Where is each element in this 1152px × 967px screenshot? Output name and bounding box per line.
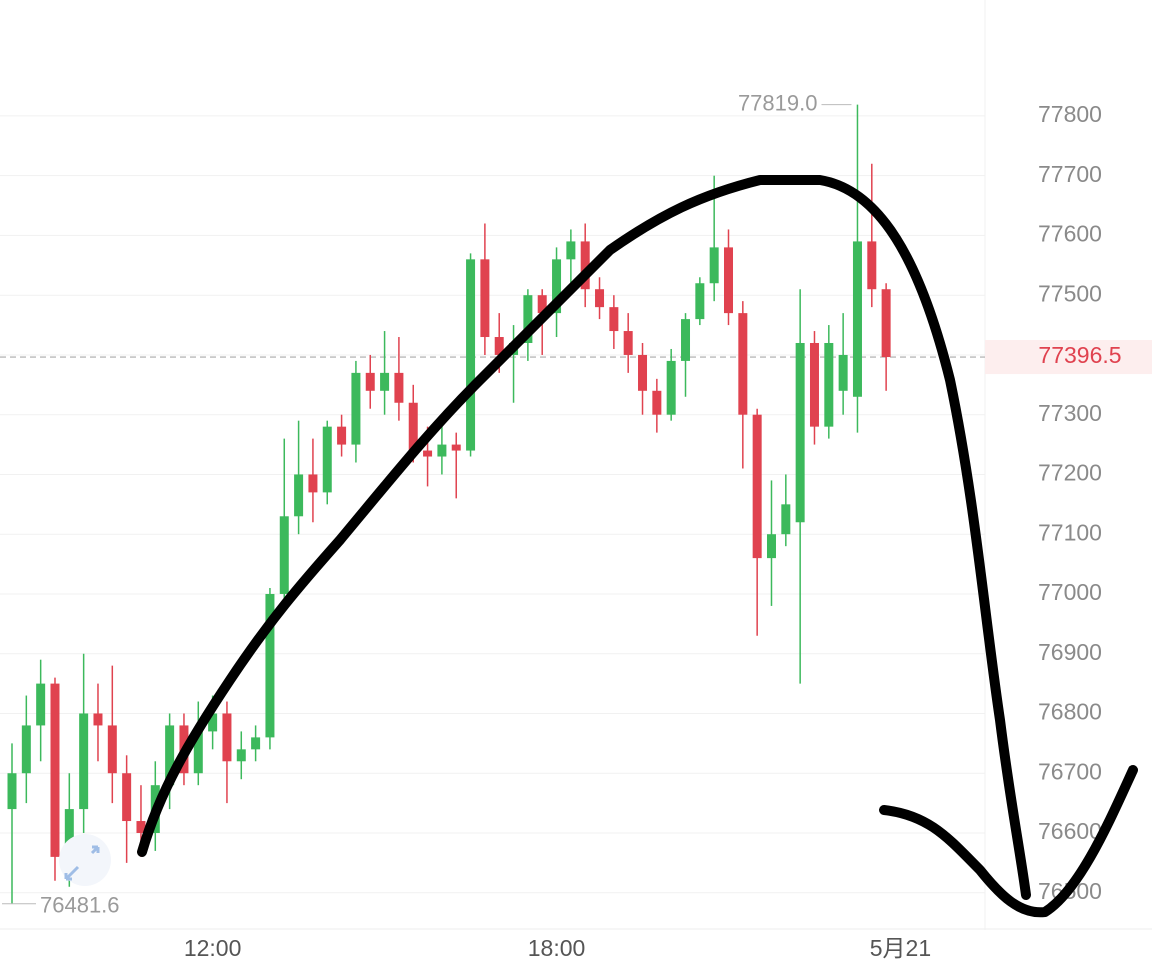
candle-body <box>609 307 619 332</box>
y-tick-label: 77300 <box>1038 400 1102 426</box>
min-label: 76481.6 <box>40 893 120 918</box>
candle-body <box>394 372 404 403</box>
candle-body <box>222 713 232 762</box>
candle-body <box>423 450 433 457</box>
candle-body <box>752 414 762 559</box>
candle-body <box>294 474 304 517</box>
y-tick-label: 76900 <box>1038 639 1102 665</box>
candle-body <box>437 444 447 457</box>
candle-body <box>322 426 332 493</box>
candle-body <box>738 313 748 415</box>
candle-body <box>79 713 89 810</box>
y-tick-label: 76600 <box>1038 818 1102 844</box>
y-tick-label: 76700 <box>1038 758 1102 784</box>
candle-body <box>466 259 476 451</box>
candle-body <box>93 713 103 726</box>
candle-body <box>623 331 633 355</box>
candle-body <box>208 713 218 732</box>
y-tick-label: 76800 <box>1038 699 1102 725</box>
candle-body <box>523 295 533 343</box>
candle-body <box>595 289 605 308</box>
hand-drawing <box>137 175 1138 918</box>
candle-body <box>552 259 562 314</box>
candle-body <box>365 372 375 391</box>
candle-body <box>781 504 791 535</box>
candle-body <box>451 444 461 451</box>
candle-body <box>638 354 648 391</box>
candle-body <box>809 342 819 427</box>
y-tick-label: 77600 <box>1038 221 1102 247</box>
price-axis-area <box>985 0 1152 930</box>
candle-body <box>279 516 289 594</box>
candle-body <box>537 295 547 314</box>
candle-body <box>766 534 776 559</box>
candle-body <box>681 319 691 361</box>
candle-body <box>566 241 576 260</box>
candle-body <box>136 821 146 833</box>
candle-body <box>251 737 261 750</box>
candle-body <box>652 390 662 415</box>
candle-body <box>165 725 175 786</box>
last-price-label: 77396.5 <box>1038 342 1121 368</box>
candle-body <box>64 809 74 857</box>
candle-body <box>852 241 862 397</box>
candle-body <box>795 342 805 523</box>
candle-body <box>666 360 676 415</box>
max-label: 77819.0 <box>738 90 818 115</box>
candle-body <box>265 593 275 738</box>
candle-body <box>351 372 361 445</box>
candle-body <box>881 289 891 358</box>
candle-body <box>695 283 705 320</box>
chart-toggle-icon[interactable] <box>59 834 111 886</box>
y-tick-label: 77000 <box>1038 579 1102 605</box>
candle-body <box>480 259 490 338</box>
candle-body <box>193 731 203 774</box>
last-price-box <box>985 340 1152 375</box>
candle-body <box>408 402 418 451</box>
candle-body <box>337 426 347 445</box>
candle-body <box>122 773 132 822</box>
candle-body <box>308 474 318 493</box>
candle-body <box>838 354 848 391</box>
candle-body <box>724 247 733 314</box>
y-tick-label: 77800 <box>1038 101 1102 127</box>
y-tick-label: 77700 <box>1038 161 1102 187</box>
candle-body <box>36 683 46 726</box>
x-tick-label: 12:00 <box>184 935 242 961</box>
candle-body <box>50 683 60 857</box>
x-tick-label: 5月21 <box>870 935 931 961</box>
candle-body <box>824 342 834 427</box>
candle-body <box>236 749 246 762</box>
candle-body <box>494 337 504 355</box>
candle-body <box>867 241 877 290</box>
y-tick-label: 77200 <box>1038 460 1102 486</box>
candle-body <box>21 725 31 774</box>
x-tick-label: 18:00 <box>528 935 586 961</box>
candle-body <box>7 773 17 810</box>
candle-body <box>380 372 390 391</box>
y-tick-label: 77500 <box>1038 280 1102 306</box>
candle-body <box>107 725 117 774</box>
candle-body <box>580 241 590 290</box>
y-tick-label: 77100 <box>1038 519 1102 545</box>
candle-body <box>709 247 719 284</box>
